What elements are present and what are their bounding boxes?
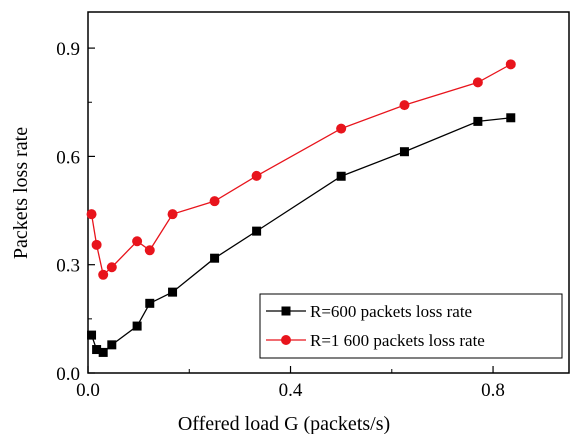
data-point (132, 321, 142, 331)
data-point (144, 245, 155, 256)
data-point (98, 347, 108, 357)
x-tick-label: 0.8 (481, 380, 505, 401)
data-point (399, 100, 410, 111)
axis-ticks: 0.0 0.4 0.8 0.0 0.3 0.6 0.9 (56, 39, 505, 401)
data-point (505, 59, 516, 70)
series-group (86, 59, 516, 357)
plot-frame (87, 11, 570, 374)
legend-box (259, 293, 563, 359)
legend-label: R=1 600 packets loss rate (310, 331, 485, 350)
data-point (145, 298, 155, 308)
data-point (251, 170, 262, 181)
legend-marker (281, 335, 291, 345)
y-tick-label: 0.0 (56, 364, 80, 385)
y-axis-title: Packets loss rate (10, 127, 32, 259)
series-1 (87, 113, 516, 357)
data-point (209, 196, 220, 207)
data-point (86, 209, 97, 220)
data-point (107, 340, 117, 350)
data-point (92, 345, 102, 355)
x-tick-label: 0.0 (76, 380, 100, 401)
data-point (167, 209, 178, 220)
data-point (210, 253, 220, 263)
data-point (399, 147, 409, 157)
series-2 (86, 59, 516, 280)
series-line (90, 63, 512, 277)
legend-label: R=600 packets loss rate (310, 302, 472, 321)
data-point (132, 236, 143, 247)
data-point (252, 226, 262, 236)
data-point (472, 77, 483, 88)
y-tick-label: 0.6 (56, 147, 80, 168)
data-point (336, 171, 346, 181)
data-point (91, 239, 102, 250)
y-tick-label: 0.9 (56, 39, 80, 60)
data-point (506, 113, 516, 123)
data-point (98, 269, 109, 280)
data-point (168, 287, 178, 297)
legend-marker (281, 306, 291, 316)
data-point (336, 123, 347, 134)
legend: R=600 packets loss rate R=1 600 packets l… (259, 293, 563, 359)
data-point (106, 262, 117, 273)
data-point (473, 116, 483, 126)
x-tick-label: 0.4 (279, 380, 303, 401)
x-axis-title: Offered load G (packets/s) (178, 413, 390, 434)
data-point (87, 330, 97, 340)
y-tick-label: 0.3 (56, 256, 80, 277)
